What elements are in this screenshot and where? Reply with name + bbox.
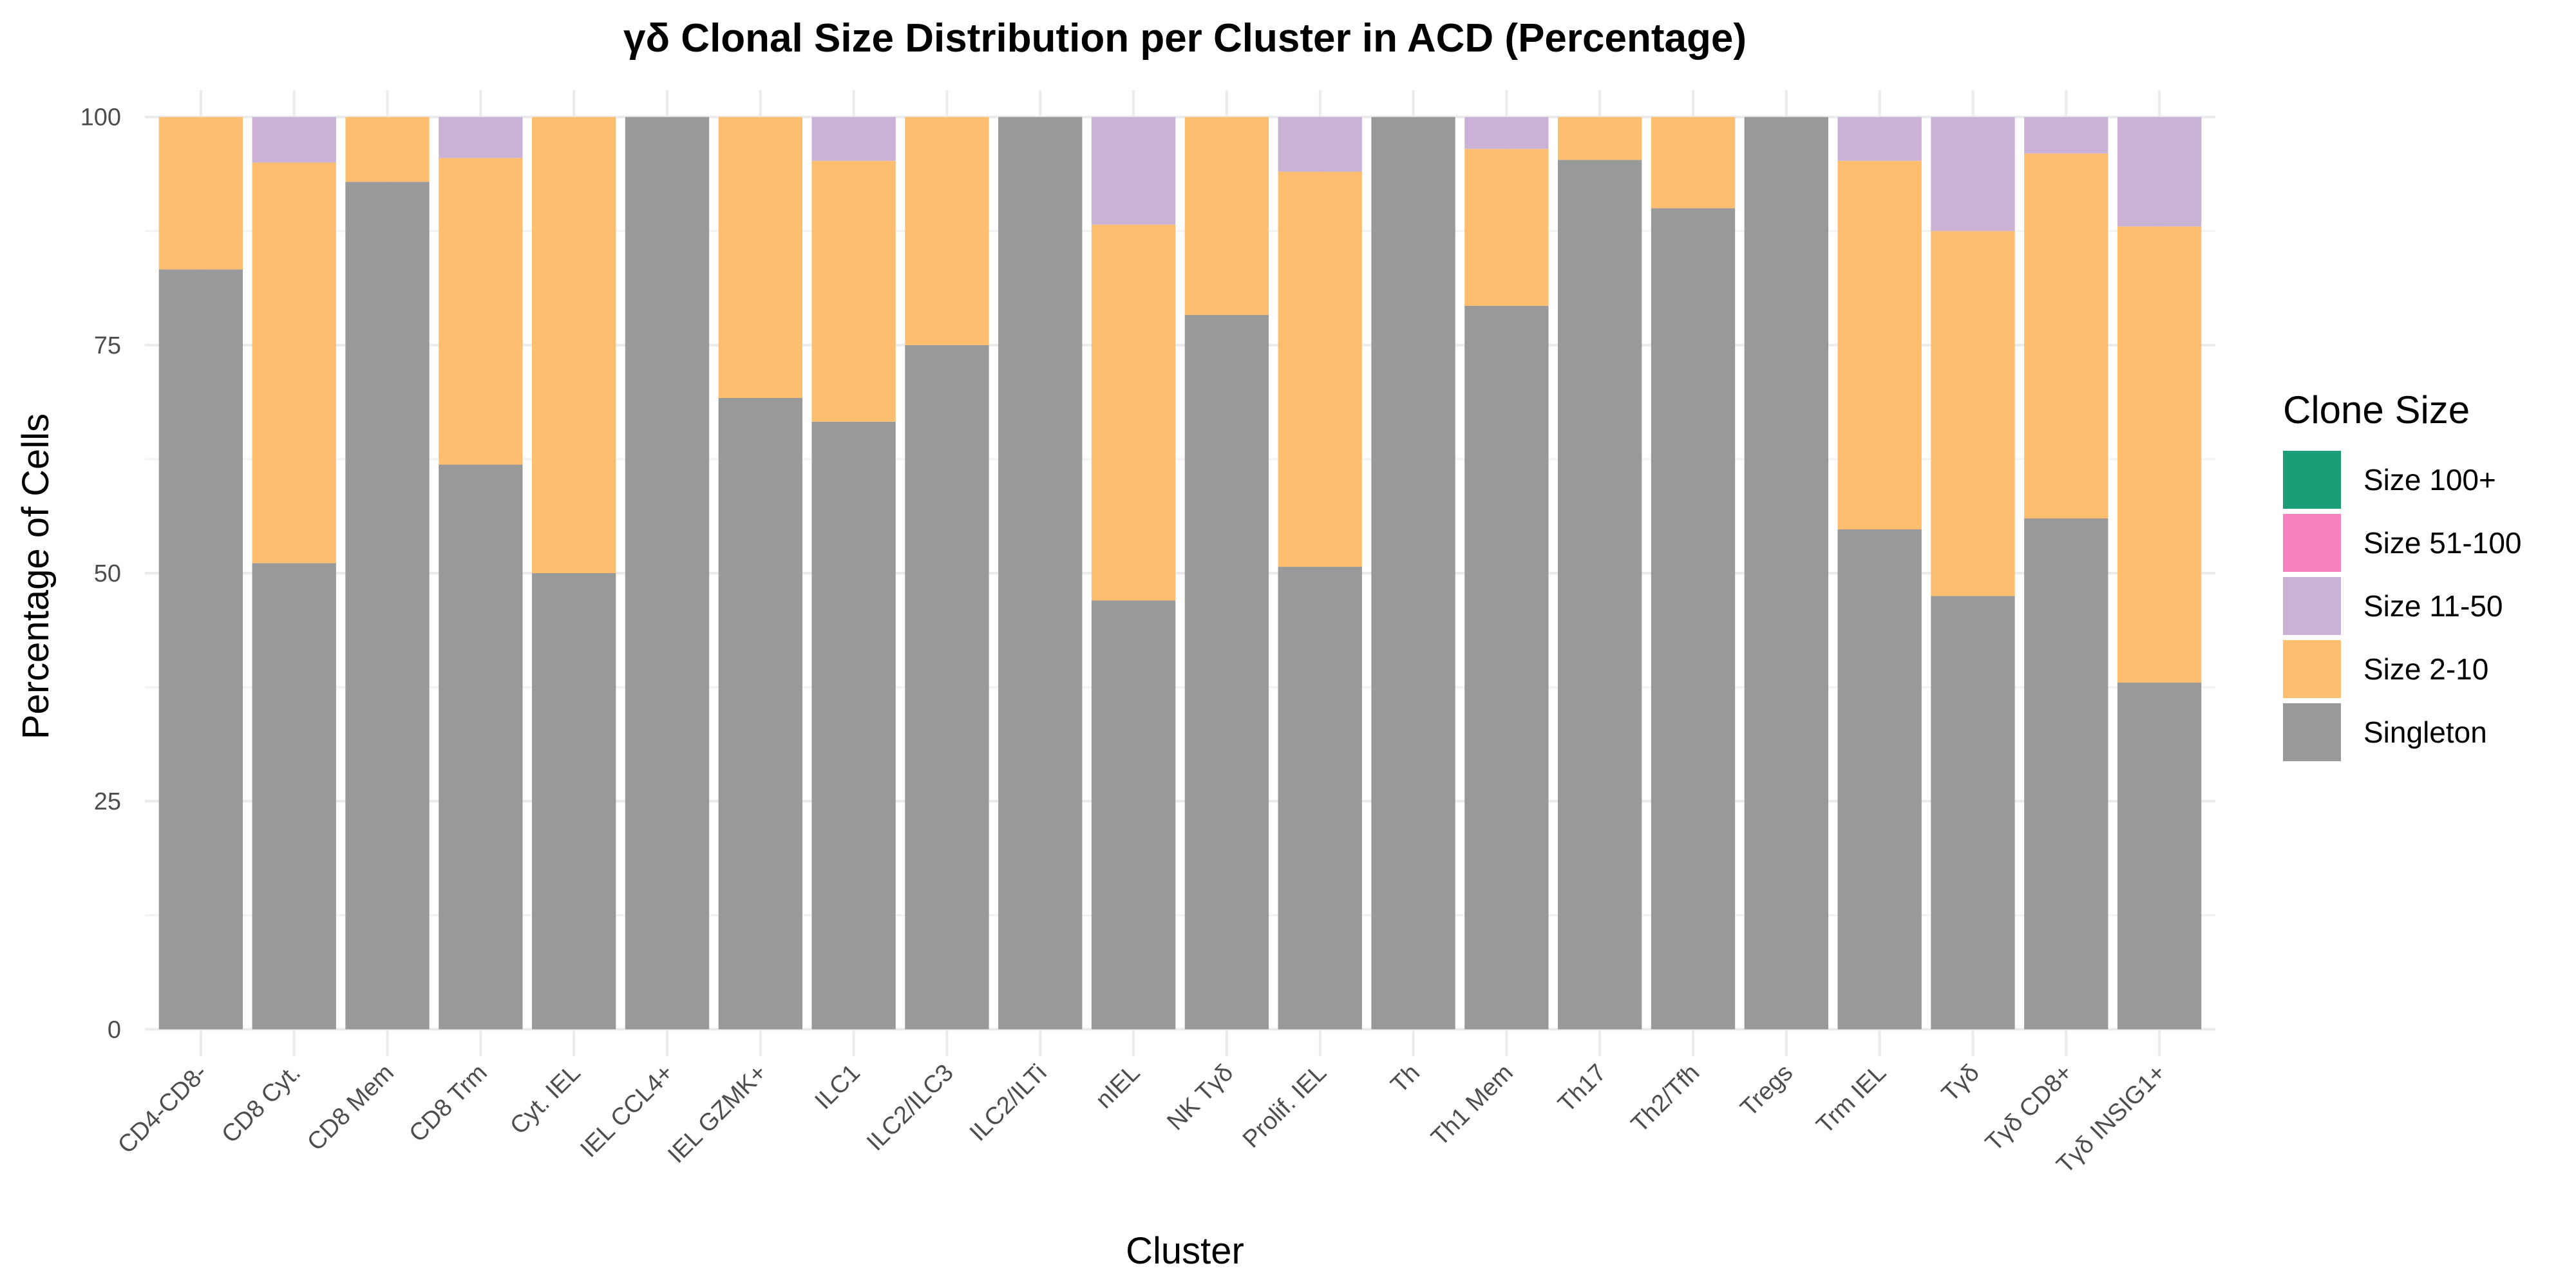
bar-segment: [2117, 117, 2202, 227]
bar-segment: [905, 117, 989, 345]
x-tick-label: NK Tγδ: [1162, 1059, 1238, 1136]
bar-segment: [2117, 226, 2202, 683]
x-tick-label: Th: [1386, 1059, 1425, 1099]
bar-segment: [252, 563, 336, 1030]
bar-segment: [718, 117, 802, 398]
bar-segment: [1184, 315, 1269, 1030]
legend-swatch: [2283, 451, 2341, 509]
x-tick-label: CD4-CD8-: [113, 1059, 213, 1159]
bar-segment: [905, 345, 989, 1030]
x-tick-label: IEL GZMK+: [663, 1059, 772, 1169]
bar-segment: [1837, 160, 1922, 529]
bar-segment: [1558, 160, 1642, 1030]
bar-segment: [1278, 171, 1362, 567]
legend-label: Size 2-10: [2363, 652, 2488, 686]
bar-segment: [1091, 600, 1176, 1030]
y-axis-title: Percentage of Cells: [15, 413, 57, 739]
bar-segment: [1278, 117, 1362, 172]
bar-segment: [252, 117, 336, 163]
x-tick-label: CD8 Cyt.: [216, 1059, 306, 1149]
x-tick-label: ILC2/ILC3: [862, 1059, 959, 1157]
bar-segment: [1371, 117, 1455, 1030]
bar-segment: [1464, 149, 1549, 306]
bar-segment: [1931, 117, 2015, 231]
x-tick-label: IEL CCL4+: [575, 1059, 679, 1163]
x-tick-label: Th2/Tfh: [1626, 1059, 1705, 1138]
legend-title: Clone Size: [2283, 388, 2470, 431]
legend-label: Size 51-100: [2363, 526, 2522, 560]
x-tick-label: nIEL: [1090, 1059, 1145, 1114]
x-tick-label: ILC2/ILTi: [965, 1059, 1052, 1147]
x-tick-label: Cyt. IEL: [505, 1059, 585, 1140]
x-tick-label: Tγδ: [1937, 1059, 1985, 1108]
bar-segment: [2024, 153, 2108, 519]
legend-label: Singleton: [2363, 715, 2487, 749]
bar-segment: [1278, 567, 1362, 1030]
bar-segment: [625, 117, 710, 1030]
bar-segment: [718, 398, 802, 1030]
bar-segment: [1651, 208, 1736, 1030]
legend-items: Size 100+ Size 51-100 Size 11-50 Size 2-10 S…: [2283, 451, 2522, 761]
bar-segment: [2117, 683, 2202, 1030]
bar-segment: [1651, 117, 1736, 209]
x-tick-label: Th1 Mem: [1426, 1059, 1519, 1151]
x-tick-label: Tregs: [1736, 1059, 1798, 1122]
bar-segment: [345, 117, 430, 182]
x-tick-label: CD8 Mem: [302, 1059, 399, 1157]
legend-label: Size 11-50: [2363, 589, 2503, 623]
bar-segment: [1931, 596, 2015, 1030]
x-tick-label: Th17: [1553, 1059, 1612, 1118]
y-axis-ticks: 0 25 50 75 100: [80, 104, 121, 1044]
x-tick-label: Trm IEL: [1812, 1059, 1891, 1139]
y-tick-label: 25: [94, 788, 121, 815]
bar-segment: [1558, 117, 1642, 160]
bar-segment: [1091, 224, 1176, 601]
y-tick-label: 75: [94, 332, 121, 359]
x-tick-label: Tγδ CD8+: [1980, 1059, 2078, 1157]
bar-segment: [811, 117, 896, 161]
bar-segment: [158, 269, 243, 1030]
chart-title: γδ Clonal Size Distribution per Cluster …: [623, 16, 1747, 61]
bar-segment: [1837, 529, 1922, 1030]
bar-segment: [1744, 117, 1828, 1030]
bar-segment: [1184, 117, 1269, 316]
legend-swatch: [2283, 640, 2341, 698]
bar-segment: [532, 117, 616, 573]
y-tick-label: 100: [80, 104, 121, 131]
bar-segment: [1837, 117, 1922, 161]
y-tick-label: 0: [108, 1016, 121, 1043]
bar-segment: [1931, 231, 2015, 596]
bar-segment: [158, 117, 243, 270]
bar-segment: [811, 160, 896, 422]
bar-segment: [2024, 518, 2108, 1030]
legend: Clone Size Size 100+ Size 51-100 Size 11-5…: [2283, 388, 2522, 761]
bar-segment: [811, 421, 896, 1030]
bar-segment: [439, 158, 523, 465]
bar-segment: [2024, 117, 2108, 154]
bar-segment: [532, 573, 616, 1030]
legend-swatch: [2283, 703, 2341, 761]
bar-segment: [998, 117, 1083, 1030]
y-tick-label: 50: [94, 560, 121, 587]
bar-segment: [345, 182, 430, 1030]
legend-label: Size 100+: [2363, 463, 2496, 497]
legend-swatch: [2283, 577, 2341, 635]
x-tick-label: CD8 Trm: [404, 1059, 493, 1148]
bar-segment: [1464, 305, 1549, 1030]
bar-segment: [439, 117, 523, 158]
x-axis-ticks: CD4-CD8- CD8 Cyt.CD8 Mem CD8 Trm Cyt. IELIE…: [113, 1059, 2171, 1179]
bar-segment: [1464, 117, 1549, 149]
legend-swatch: [2283, 514, 2341, 572]
bar-segment: [439, 464, 523, 1030]
bar-segment: [1091, 117, 1176, 225]
x-axis-title: Cluster: [1126, 1230, 1244, 1272]
x-tick-label: Prolif. IEL: [1238, 1059, 1332, 1153]
x-tick-label: ILC1: [810, 1059, 866, 1115]
bar-segment: [252, 162, 336, 564]
bars-group: [158, 117, 2202, 1030]
